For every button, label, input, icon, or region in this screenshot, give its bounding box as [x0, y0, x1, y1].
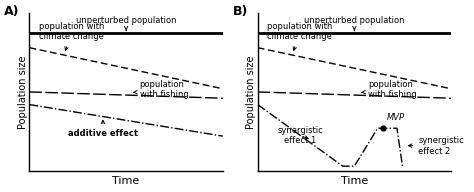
Text: additive effect: additive effect — [68, 120, 138, 138]
Text: population
with fishing: population with fishing — [134, 80, 188, 99]
Text: unperturbed population: unperturbed population — [304, 16, 405, 31]
Text: B): B) — [233, 5, 248, 18]
Y-axis label: Population size: Population size — [18, 55, 28, 129]
Text: population with
climate change: population with climate change — [267, 22, 333, 50]
X-axis label: Time: Time — [341, 176, 368, 186]
Y-axis label: Population size: Population size — [246, 55, 256, 129]
Text: population
with fishing: population with fishing — [362, 80, 417, 99]
Text: synergistic
effect 2: synergistic effect 2 — [409, 136, 464, 156]
Text: synergistic
effect 1: synergistic effect 1 — [277, 126, 323, 145]
Text: A): A) — [4, 5, 20, 18]
Text: MVP: MVP — [387, 113, 405, 122]
Text: population with
climate change: population with climate change — [39, 22, 104, 50]
X-axis label: Time: Time — [112, 176, 140, 186]
Text: unperturbed population: unperturbed population — [76, 16, 176, 31]
